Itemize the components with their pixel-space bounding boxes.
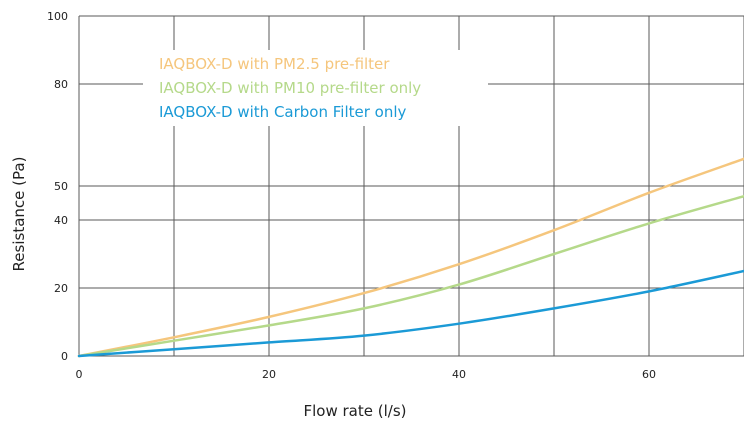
legend-entry-3: IAQBOX-D with Carbon Filter only [159, 103, 407, 121]
x-axis-title: Flow rate (l/s) [304, 402, 407, 420]
ticks: 0 20 40 60 0 20 40 50 80 100 [47, 10, 656, 381]
x-tick-label: 40 [452, 368, 466, 381]
series-group [77, 157, 744, 358]
series-line-2 [77, 194, 744, 358]
legend-background [143, 50, 488, 126]
y-tick-label: 40 [54, 214, 68, 227]
x-tick-label: 0 [76, 368, 83, 381]
y-tick-label: 20 [54, 282, 68, 295]
y-tick-label: 100 [47, 10, 68, 23]
x-tick-label: 60 [642, 368, 656, 381]
y-tick-label: 50 [54, 180, 68, 193]
legend-entry-2: IAQBOX-D with PM10 pre-filter only [159, 79, 421, 97]
series-line-1 [77, 157, 744, 358]
y-tick-label: 80 [54, 78, 68, 91]
y-tick-label: 0 [61, 350, 68, 363]
series-line-3 [77, 269, 744, 358]
legend-entry-1: IAQBOX-D with PM2.5 pre-filter [159, 55, 390, 73]
x-tick-label: 20 [262, 368, 276, 381]
legend: IAQBOX-D with PM2.5 pre-filter IAQBOX-D w… [143, 50, 488, 126]
y-axis-title: Resistance (Pa) [10, 157, 28, 272]
